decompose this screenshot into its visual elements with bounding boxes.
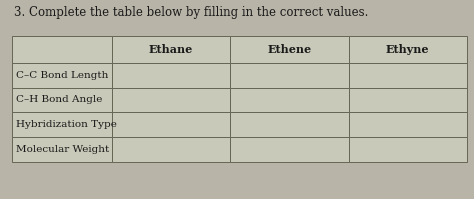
Text: Ethene: Ethene: [267, 44, 311, 55]
Bar: [348, 137, 467, 162]
Bar: [112, 88, 230, 112]
Text: Hybridization Type: Hybridization Type: [16, 120, 117, 129]
Bar: [12, 137, 112, 162]
Bar: [348, 112, 467, 137]
Bar: [230, 112, 348, 137]
Text: Molecular Weight: Molecular Weight: [16, 145, 109, 154]
Text: C–H Bond Angle: C–H Bond Angle: [16, 95, 102, 104]
Bar: [230, 88, 348, 112]
Bar: [348, 36, 467, 63]
Bar: [112, 36, 230, 63]
Bar: [12, 88, 112, 112]
Bar: [12, 63, 112, 88]
Bar: [348, 88, 467, 112]
Bar: [12, 36, 112, 63]
Text: C–C Bond Length: C–C Bond Length: [16, 71, 108, 80]
Text: Ethane: Ethane: [149, 44, 193, 55]
Bar: [230, 36, 348, 63]
Text: Ethyne: Ethyne: [386, 44, 429, 55]
Bar: [348, 63, 467, 88]
Bar: [230, 137, 348, 162]
Bar: [112, 112, 230, 137]
Bar: [112, 63, 230, 88]
Bar: [112, 137, 230, 162]
Bar: [12, 112, 112, 137]
Bar: [230, 63, 348, 88]
Text: 3. Complete the table below by filling in the correct values.: 3. Complete the table below by filling i…: [14, 6, 369, 19]
